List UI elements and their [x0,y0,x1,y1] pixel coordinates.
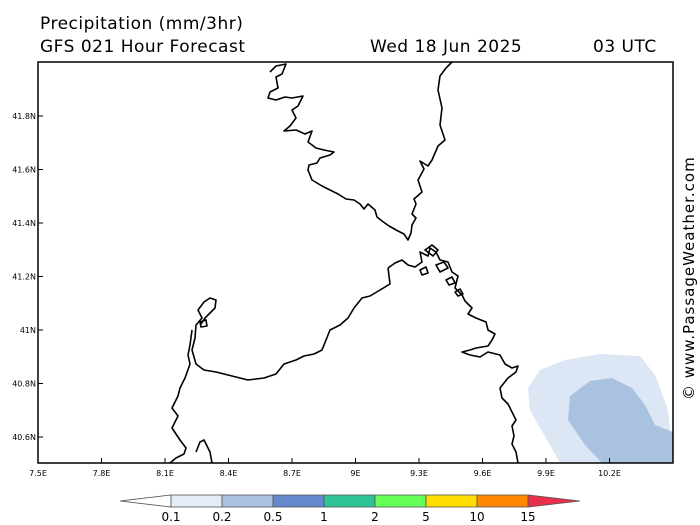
island-4 [419,266,429,276]
lat-tick-label: 41.4N [12,219,36,228]
legend-swatch [119,494,172,508]
legend-swatch [170,494,223,508]
legend-label: 0.5 [263,510,282,524]
legend-swatch [323,494,376,508]
coastlines [169,61,519,464]
lon-tick-label: 9E [350,469,360,478]
legend-label: 2 [371,510,379,524]
lat-tick-label: 41N [20,326,36,335]
lat-tick-label: 40.6N [12,433,36,442]
legend-label: 15 [520,510,535,524]
legend-swatch [374,494,427,508]
sardinia-east-coast [387,247,519,464]
lon-tick-label: 7.5E [29,469,47,478]
legend-swatch [476,494,529,508]
sardinia-southwest-coast [195,439,213,464]
legend-label: 0.2 [212,510,231,524]
lat-tick-label: 41.8N [12,112,36,121]
legend-label: 1 [320,510,328,524]
island-5 [454,288,464,297]
lat-tick-label: 41.2N [12,273,36,282]
lat-tick-label: 41.6N [12,166,36,175]
lon-tick-label: 9.3E [410,469,428,478]
lon-tick-label: 8.4E [220,469,238,478]
lon-tick-label: 9.6E [474,469,492,478]
sardinia-north-coast [191,267,391,381]
legend-swatch [272,494,325,508]
longitude-axis: 7.5E 7.8E 8.1E 8.4E 8.7E 9E 9.3E 9.6E 9.9E 10.2E [29,458,621,478]
lon-tick-label: 8.7E [283,469,301,478]
lat-tick-label: 40.8N [12,380,36,389]
latitude-axis: 41.8N 41.6N 41.4N 41.2N 41N 40.8N 40.6N [12,112,43,442]
island-3 [445,276,456,286]
forecast-subtitle: GFS 021 Hour Forecast [40,37,246,57]
legend-label: 10 [469,510,484,524]
lon-tick-label: 8.1E [156,469,174,478]
forecast-date: Wed 18 Jun 2025 [370,37,523,57]
lon-tick-label: 7.8E [93,469,111,478]
island-1 [424,244,439,257]
map-title: Precipitation (mm/3hr) [40,14,244,34]
legend-label: 5 [422,510,430,524]
legend-swatch [527,494,581,508]
lon-tick-label: 10.2E [598,469,621,478]
lon-tick-label: 9.9E [537,469,555,478]
island-6 [199,319,208,328]
legend-swatch [221,494,274,508]
sardinia-west-coast [169,329,193,464]
precip-area-mid [568,378,673,463]
precip-legend: 0.1 0.2 0.5 1 2 5 10 15 [119,494,581,524]
corsica-coast [267,61,453,241]
island-2 [435,261,449,273]
forecast-time: 03 UTC [593,37,657,57]
precip-areas [528,354,673,463]
legend-swatch [425,494,478,508]
legend-label: 0.1 [161,510,180,524]
